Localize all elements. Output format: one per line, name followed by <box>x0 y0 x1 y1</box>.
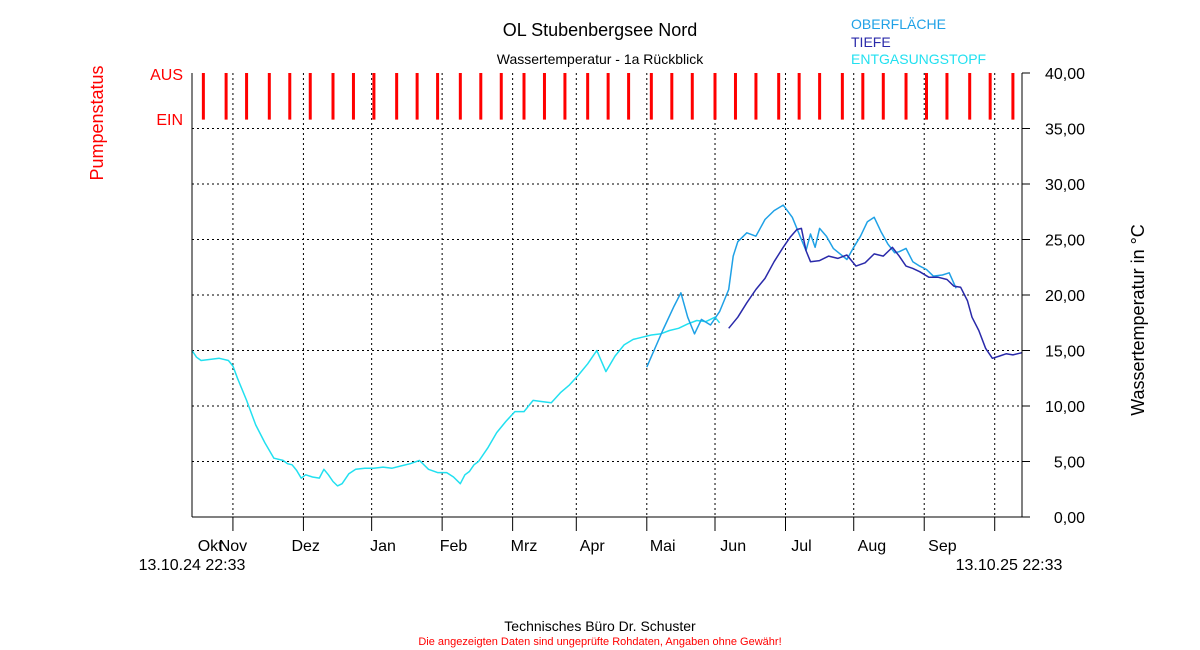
y-tick-label: 10,00 <box>1045 399 1085 416</box>
start-date-label: 13.10.24 22:33 <box>139 557 246 574</box>
series-line-tiefe <box>728 227 1023 360</box>
chart-title: OL Stubenbergsee Nord <box>503 20 697 40</box>
pump-off-label: AUS <box>150 67 183 84</box>
x-tick-label: Jun <box>720 538 746 555</box>
end-date-label: 13.10.25 22:33 <box>956 557 1063 574</box>
x-tick-label: Feb <box>440 538 468 555</box>
chart-subtitle: Wassertemperatur - 1a Rückblick <box>497 51 704 67</box>
y-tick-label: 20,00 <box>1045 288 1085 305</box>
series-line-oberflche <box>646 204 957 368</box>
pump-on-label: EIN <box>156 112 183 129</box>
series-line-entgasungstopf <box>191 316 721 487</box>
footer-disclaimer: Die angezeigten Daten sind ungeprüfte Ro… <box>418 636 781 648</box>
y-tick-label: 0,00 <box>1054 510 1085 527</box>
pump-status-pulses <box>201 73 1015 120</box>
y-tick-label: 15,00 <box>1045 344 1085 361</box>
y-tick-label: 30,00 <box>1045 177 1085 194</box>
x-tick-label: Apr <box>580 538 606 555</box>
x-tick-label: Jul <box>791 538 811 555</box>
y-tick-label: 5,00 <box>1054 455 1085 472</box>
footer-company: Technisches Büro Dr. Schuster <box>504 618 696 634</box>
x-tick-label: Mrz <box>511 538 538 555</box>
x-tick-label: Okt <box>198 538 223 555</box>
legend-oberflaeche: OBERFLÄCHE <box>851 16 946 32</box>
x-tick-label: Nov <box>219 538 247 555</box>
y-tick-label: 25,00 <box>1045 233 1085 250</box>
x-tick-label: Dez <box>291 538 319 555</box>
pump-status-label: Pumpenstatus <box>87 65 107 180</box>
legend-tiefe: TIEFE <box>851 34 891 50</box>
y-tick-label: 35,00 <box>1045 122 1085 139</box>
x-tick-label: Mai <box>650 538 676 555</box>
legend-entgasungstopf: ENTGASUNGSTOPF <box>851 51 986 67</box>
y-axis-label: Wassertemperatur in °C <box>1128 224 1148 416</box>
x-tick-label: Aug <box>858 538 886 555</box>
y-tick-label: 40,00 <box>1045 66 1085 83</box>
x-tick-label: Jan <box>370 538 396 555</box>
gridlines <box>192 73 1022 517</box>
legend: OBERFLÄCHE TIEFE ENTGASUNGSTOPF <box>851 16 986 67</box>
x-tick-label: Sep <box>928 538 957 555</box>
series-lines <box>191 204 1023 487</box>
y-tick-labels: 0,00 5,00 10,00 15,00 20,00 25,00 30,00 35,00 40… <box>1022 66 1085 527</box>
